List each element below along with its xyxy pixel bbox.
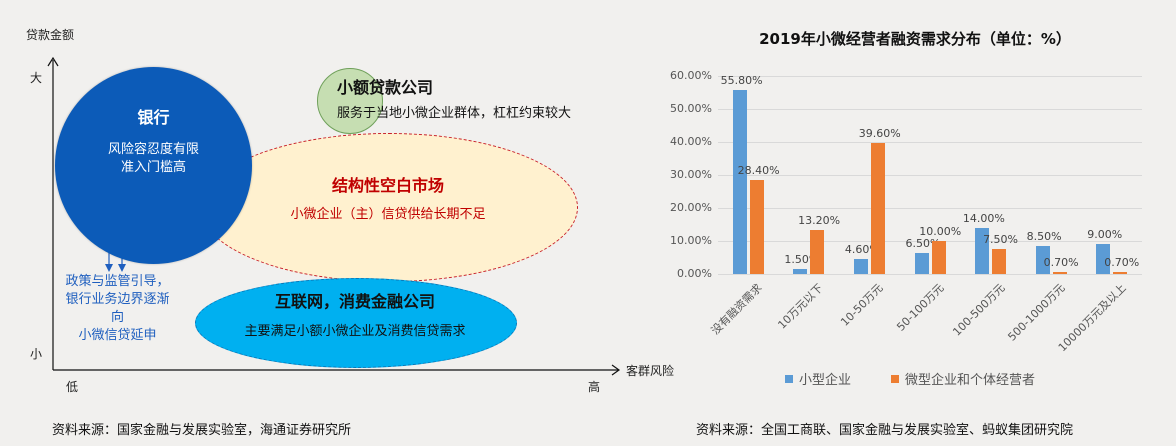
internet-finance-description: 主要满足小额小微企业及消费信贷需求 (244, 324, 466, 339)
chart-source: 资料来源：全国工商联、国家金融与发展实验室、蚂蚁集团研究院 (696, 423, 1074, 438)
data-label: 0.70% (1104, 255, 1140, 269)
gridline (718, 274, 1142, 275)
axes-arrows-icon (47, 56, 621, 376)
bar-micro (1052, 271, 1067, 274)
x-axis-high-label: 高 (588, 380, 601, 394)
bank-desc-line1: 风险容忍度有限 (107, 142, 199, 157)
y-tick-label: 10.00% (670, 234, 712, 247)
microloan-title: 小额贷款公司 (337, 78, 434, 97)
bar-small (1096, 244, 1111, 274)
internet-finance-ellipse (195, 278, 517, 368)
bar-micro (931, 241, 946, 274)
microloan-circle (317, 68, 383, 134)
gridline (718, 76, 1142, 77)
bar-small (914, 252, 929, 274)
data-label: 55.80% (720, 73, 763, 87)
y-tick-label: 40.00% (670, 135, 712, 148)
data-label: 39.60% (858, 127, 901, 141)
data-label: 8.50% (1026, 229, 1062, 243)
x-category-label: 500-1000万元 (1005, 281, 1068, 344)
bar-small (793, 269, 808, 274)
gridline (718, 241, 1142, 242)
y-tick-label: 20.00% (670, 201, 712, 214)
bar-small (975, 227, 990, 274)
gap-market-description: 小微企业（主）信贷供给长期不足 (290, 207, 486, 222)
gridline (718, 142, 1142, 143)
legend-label: 微型企业和个体经营者 (905, 373, 1036, 388)
x-category-label: 10-50万元 (838, 281, 887, 329)
bar-micro (870, 143, 885, 274)
bar-micro (749, 180, 764, 274)
legend-swatch-blue-icon (785, 374, 793, 383)
diagram-source: 资料来源：国家金融与发展实验室，海通证券研究所 (52, 423, 352, 438)
legend-item-micro-enterprise: 微型企业和个体经营者 (891, 369, 1035, 388)
bar-small (732, 89, 747, 274)
x-category-label: 100-500万元 (949, 281, 1008, 339)
legend-swatch-orange-icon (891, 374, 900, 383)
data-label: 13.20% (798, 214, 841, 228)
policy-line2: 银行业务边界逐渐向 (65, 292, 170, 325)
data-label: 28.40% (737, 164, 780, 178)
bank-circle (55, 67, 252, 264)
x-category-label: 没有融资需求 (709, 281, 765, 338)
y-axis-title: 贷款金额 (26, 28, 75, 42)
bar-micro (810, 230, 825, 274)
gap-market-title: 结构性空白市场 (331, 176, 444, 195)
data-label: 14.00% (962, 211, 1005, 225)
bank-title: 银行 (137, 108, 170, 127)
gridline (718, 175, 1142, 176)
y-axis-high-label: 大 (30, 71, 43, 85)
data-label: 9.00% (1087, 228, 1123, 242)
x-category-label: 10万元以下 (775, 281, 826, 332)
chart-title: 2019年小微经营者融资需求分布（单位：%） (759, 30, 1071, 48)
x-category-label: 50-100万元 (894, 281, 947, 334)
policy-note: 政策与监管引导， 银行业务边界逐渐向 小微信贷延申 (60, 273, 175, 345)
y-tick-label: 30.00% (670, 168, 712, 181)
policy-line1: 政策与监管引导， (65, 274, 170, 289)
gridline (718, 208, 1142, 209)
data-label: 10.00% (919, 225, 962, 238)
legend-item-small-enterprise: 小型企业 (785, 369, 851, 388)
bar-micro (1113, 271, 1128, 274)
x-axis-title: 客群风险 (626, 364, 675, 378)
y-axis-low-label: 小 (30, 347, 43, 361)
microloan-description: 服务于当地小微企业群体，杠杠约束较大 (337, 106, 572, 121)
x-axis-low-label: 低 (66, 380, 79, 394)
legend-label: 小型企业 (799, 373, 852, 388)
chart-legend: 小型企业 微型企业和个体经营者 (785, 369, 1035, 388)
policy-line3: 小微信贷延申 (78, 328, 157, 343)
gridline (718, 109, 1142, 110)
y-tick-label: 60.00% (670, 69, 712, 82)
bar-small (853, 258, 868, 274)
bar-small (1035, 245, 1050, 274)
data-label: 0.70% (1043, 255, 1079, 269)
data-label: 7.50% (983, 233, 1019, 247)
y-tick-label: 0.00% (677, 267, 712, 280)
bank-description: 风险容忍度有限 准入门槛高 (55, 141, 252, 177)
bank-desc-line2: 准入门槛高 (120, 160, 186, 175)
bar-micro (992, 249, 1007, 274)
y-tick-label: 50.00% (670, 102, 712, 115)
internet-finance-title: 互联网，消费金融公司 (274, 292, 435, 311)
